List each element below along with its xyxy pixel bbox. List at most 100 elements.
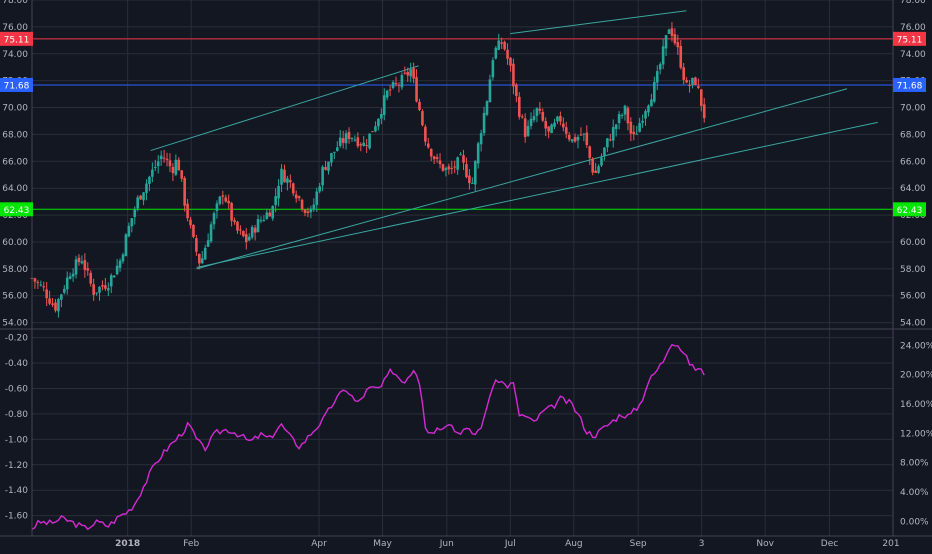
price-tick-label-left: 68.00 xyxy=(2,130,28,140)
candle-body xyxy=(377,118,380,127)
candle-body xyxy=(353,139,357,141)
candle-body xyxy=(647,105,650,113)
candle-body xyxy=(362,142,366,146)
candle-body xyxy=(239,229,242,231)
price-tick-label-left: 56.00 xyxy=(2,292,28,302)
candle-body xyxy=(183,177,186,206)
candle-body xyxy=(541,111,545,121)
candle-body xyxy=(544,121,548,129)
price-tick-label-right: 74.00 xyxy=(900,50,926,60)
candle-body xyxy=(198,253,201,264)
time-tick-label: 3 xyxy=(699,539,705,549)
candle-body xyxy=(347,131,351,139)
price-tick-label-right: 64.00 xyxy=(900,184,926,194)
candle-body xyxy=(327,161,330,171)
candle-body xyxy=(629,121,633,134)
candle-body xyxy=(579,134,583,136)
candle-body xyxy=(385,90,389,98)
candle-body xyxy=(92,284,95,295)
candle-body xyxy=(655,71,659,83)
candle-body xyxy=(86,268,90,271)
candle-body xyxy=(617,114,621,124)
candle-body xyxy=(318,186,321,192)
candle-body xyxy=(280,168,283,185)
price-tick-label-right: 76.00 xyxy=(900,23,926,33)
candle-body xyxy=(664,35,668,49)
candle-body xyxy=(60,294,63,300)
candle-body xyxy=(350,137,354,139)
candle-body xyxy=(623,105,627,115)
candle-body xyxy=(432,156,436,160)
candle-body xyxy=(570,139,574,142)
candle-body xyxy=(227,200,230,204)
candle-body xyxy=(661,46,665,65)
candle-body xyxy=(479,133,483,145)
candle-body xyxy=(699,89,703,106)
price-tick-label-left: 60.00 xyxy=(2,238,28,248)
candle-body xyxy=(121,254,125,262)
candle-body xyxy=(415,77,418,102)
candle-body xyxy=(426,143,430,148)
candle-body xyxy=(388,89,392,91)
candle-body xyxy=(109,275,113,287)
candle-body xyxy=(171,166,175,174)
level-label-middle: 71.68 xyxy=(4,81,30,91)
indicator-tick-label-right: 20.00% xyxy=(900,371,932,381)
candle-body xyxy=(133,209,137,218)
candle-body xyxy=(688,84,691,87)
candle-body xyxy=(403,72,407,74)
candle-body xyxy=(444,168,448,171)
price-tick-label-right: 60.00 xyxy=(900,238,926,248)
candle-body xyxy=(289,179,292,183)
candle-body xyxy=(174,159,178,175)
candle-body xyxy=(456,157,459,170)
candle-body xyxy=(512,63,515,87)
candle-body xyxy=(567,134,571,140)
time-tick-label: 201 xyxy=(882,539,899,549)
candle-body xyxy=(101,285,104,287)
candle-body xyxy=(89,272,93,284)
candle-body xyxy=(676,42,680,48)
candle-body xyxy=(341,138,345,143)
indicator-tick-label-left: -1.60 xyxy=(5,512,29,522)
candle-body xyxy=(338,137,342,146)
candle-body xyxy=(309,208,313,213)
level-label-resistance: 75.11 xyxy=(4,35,30,45)
candle-body xyxy=(532,116,536,121)
candle-body xyxy=(195,238,198,252)
time-tick-label: Dec xyxy=(821,539,838,549)
candle-body xyxy=(441,164,445,171)
indicator-tick-label-right: 8.00% xyxy=(900,459,929,469)
indicator-tick-label-left: -1.20 xyxy=(5,461,29,471)
candle-body xyxy=(268,212,272,217)
candle-body xyxy=(142,192,145,201)
candle-body xyxy=(344,133,348,144)
candle-body xyxy=(242,231,245,237)
candle-body xyxy=(224,197,228,202)
candle-body xyxy=(365,145,368,147)
candle-body xyxy=(564,127,568,134)
level-badge-resistance xyxy=(893,31,926,46)
candle-body xyxy=(559,115,562,122)
indicator-tick-label-right: 4.00% xyxy=(900,488,929,498)
candle-body xyxy=(145,183,148,193)
candle-body xyxy=(256,219,260,233)
candle-body xyxy=(271,205,275,219)
candle-body xyxy=(115,265,119,275)
candle-body xyxy=(42,286,46,288)
candle-body xyxy=(573,137,577,142)
candle-body xyxy=(203,247,207,260)
candle-body xyxy=(485,101,489,115)
price-tick-label-right: 66.00 xyxy=(900,157,926,167)
candle-body xyxy=(368,133,371,149)
candle-body xyxy=(277,185,280,199)
candle-body xyxy=(259,220,263,222)
candle-body xyxy=(54,302,57,311)
candle-body xyxy=(424,126,427,142)
candle-body xyxy=(488,79,492,103)
indicator-line xyxy=(31,343,705,531)
candle-body xyxy=(438,160,442,165)
